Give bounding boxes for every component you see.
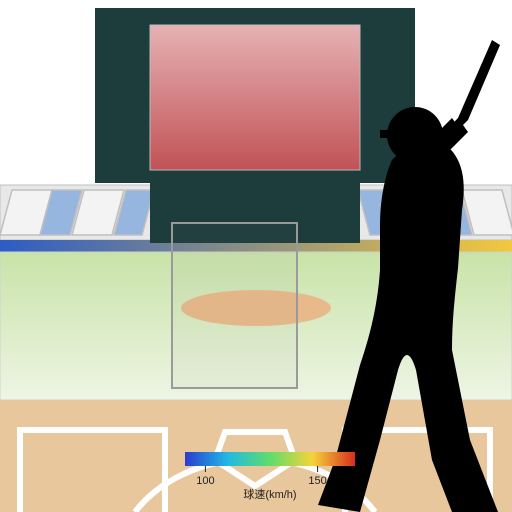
strike-zone <box>172 223 297 388</box>
pitch-chart-stage: 100 150 球速(km/h) <box>0 0 512 512</box>
pitch-chart-svg: 100 150 球速(km/h) <box>0 0 512 512</box>
colorbar-tick-label: 150 <box>308 475 326 487</box>
colorbar-axis-label: 球速(km/h) <box>243 487 296 501</box>
colorbar-tick-label: 100 <box>196 475 214 487</box>
